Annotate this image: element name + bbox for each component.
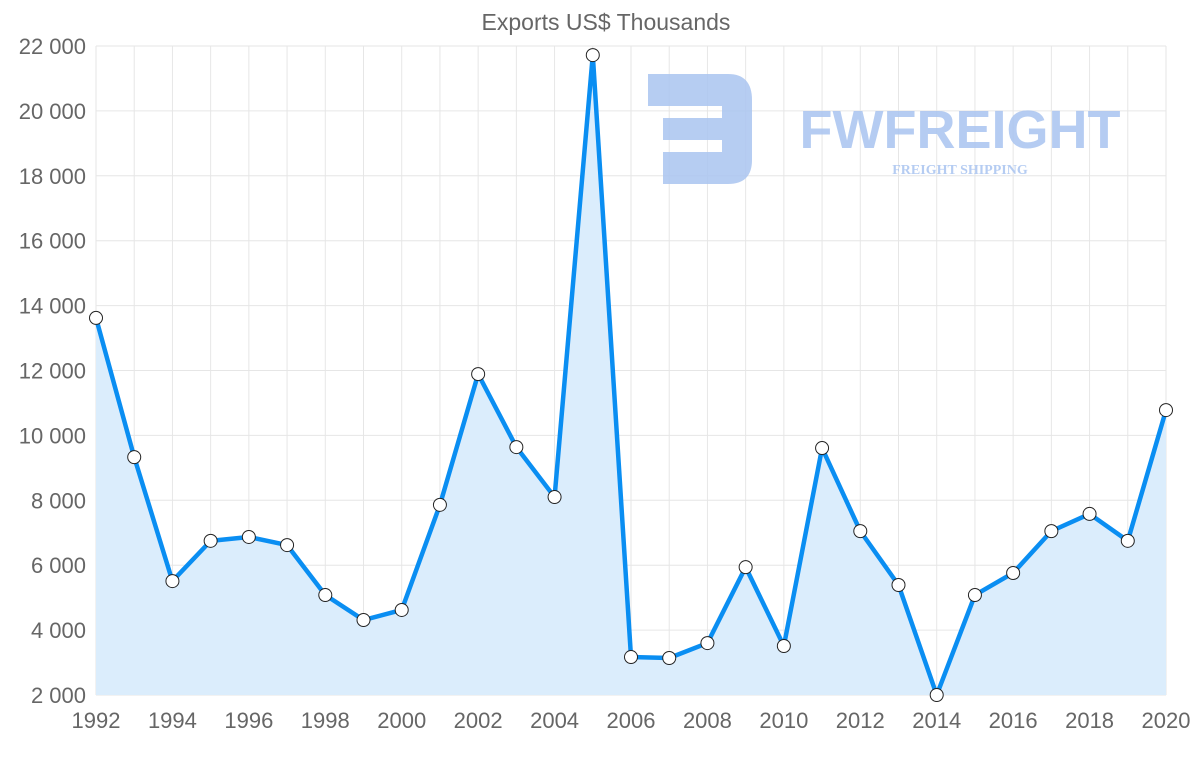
watermark-brand: FWFREIGHT <box>800 100 1121 160</box>
data-point <box>1082 506 1097 521</box>
watermark-logo: FWFREIGHT FREIGHT SHIPPING <box>648 74 1120 184</box>
y-tick-label: 2 000 <box>31 683 86 708</box>
x-tick-label: 2020 <box>1142 708 1191 733</box>
x-tick-label: 2008 <box>683 708 732 733</box>
data-point <box>394 602 409 617</box>
data-point <box>815 441 830 456</box>
data-point <box>127 450 142 465</box>
data-point <box>241 529 256 544</box>
y-tick-label: 16 000 <box>19 229 86 254</box>
x-tick-label: 1996 <box>224 708 273 733</box>
data-point <box>738 560 753 575</box>
x-tick-label: 1992 <box>72 708 121 733</box>
data-point <box>165 574 180 589</box>
data-point <box>318 588 333 603</box>
y-tick-label: 4 000 <box>31 618 86 643</box>
data-point <box>624 650 638 665</box>
data-point <box>967 588 982 603</box>
x-tick-label: 2000 <box>377 708 426 733</box>
data-point <box>547 490 562 505</box>
y-tick-label: 6 000 <box>31 553 86 578</box>
data-point <box>1120 533 1135 548</box>
x-tick-label: 2002 <box>454 708 503 733</box>
watermark-tagline: FREIGHT SHIPPING <box>892 163 1028 178</box>
y-tick-label: 14 000 <box>19 294 86 319</box>
x-tick-label: 2004 <box>530 708 579 733</box>
y-tick-label: 10 000 <box>19 423 86 448</box>
data-point <box>891 577 906 592</box>
data-point <box>1006 565 1021 580</box>
x-tick-label: 2006 <box>607 708 656 733</box>
y-tick-label: 12 000 <box>19 359 86 384</box>
data-point <box>432 497 447 512</box>
data-point <box>203 533 218 548</box>
x-tick-label: 2012 <box>836 708 885 733</box>
area-fill <box>96 55 1166 695</box>
data-point <box>585 48 600 63</box>
y-tick-label: 18 000 <box>19 164 86 189</box>
y-tick-label: 22 000 <box>19 34 86 59</box>
x-tick-label: 2014 <box>912 708 961 733</box>
data-point <box>776 639 791 654</box>
data-point <box>853 524 868 539</box>
data-point <box>1159 403 1173 418</box>
chart-title: Exports US$ Thousands <box>482 9 731 35</box>
data-point <box>700 636 715 651</box>
y-axis-ticks: 2 000 4 000 6 000 8 000 10 000 12 000 14 000 16… <box>19 34 86 708</box>
x-tick-label: 2018 <box>1065 708 1114 733</box>
y-tick-label: 8 000 <box>31 488 86 513</box>
data-point <box>89 310 103 325</box>
data-point <box>662 651 677 666</box>
x-tick-label: 2016 <box>989 708 1038 733</box>
x-tick-label: 1994 <box>148 708 197 733</box>
data-point <box>356 613 371 628</box>
data-point <box>929 688 944 702</box>
data-point <box>1044 524 1059 539</box>
data-point <box>471 367 486 382</box>
x-axis-ticks: 1992 1994 1996 1998 2000 2002 2004 2006 2008 2010… <box>72 708 1191 733</box>
data-point <box>280 538 295 553</box>
data-points <box>89 48 1173 702</box>
data-point <box>509 440 524 455</box>
logo-mark-icon <box>648 74 752 184</box>
x-tick-label: 2010 <box>759 708 808 733</box>
y-tick-label: 20 000 <box>19 99 86 124</box>
x-tick-label: 1998 <box>301 708 350 733</box>
